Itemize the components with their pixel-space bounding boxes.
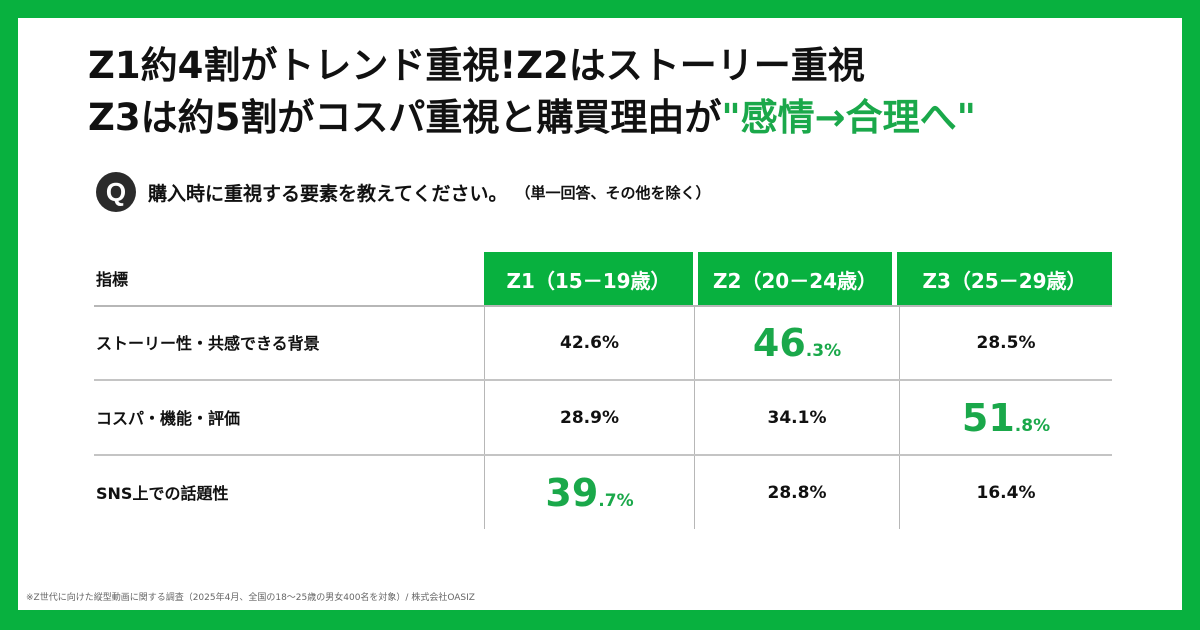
- question: Q 購入時に重視する要素を教えてください。 （単一回答、その他を除く）: [96, 172, 711, 212]
- value-cell: 28.9%: [484, 381, 694, 454]
- highlighted-value-cell: 46.3%: [694, 306, 899, 379]
- headline: Z1約4割がトレンド重視!Z2はストーリー重視 Z3は約5割がコスパ重視と購買理…: [88, 40, 976, 144]
- value-cell: 34.1%: [694, 381, 899, 454]
- value-integer: 39: [545, 470, 599, 515]
- value-decimal: .3%: [805, 340, 842, 361]
- value-integer: 46: [752, 320, 806, 365]
- highlighted-value-cell: 51.8%: [899, 381, 1112, 454]
- footnote: ※Z世代に向けた縦型動画に関する調査（2025年4月、全国の18～25歳の男女4…: [26, 593, 475, 603]
- q-badge-icon: Q: [96, 172, 136, 212]
- headline-line-1: Z1約4割がトレンド重視!Z2はストーリー重視: [88, 44, 865, 87]
- headline-line-2: Z3は約5割がコスパ重視と購買理由が"感情→合理へ": [88, 92, 976, 144]
- column-header-z3: Z3（25－29歳）: [897, 252, 1112, 306]
- header-label: 指標: [96, 270, 129, 289]
- table-row: ストーリー性・共感できる背景 42.6% 46.3% 28.5%: [94, 306, 1112, 381]
- value-cell: 28.8%: [694, 456, 899, 529]
- column-header-z1: Z1（15－19歳）: [484, 252, 693, 306]
- highlighted-value-cell: 39.7%: [484, 456, 694, 529]
- card: [18, 18, 1182, 610]
- row-label: ストーリー性・共感できる背景: [96, 334, 320, 353]
- table-header-row: 指標 Z1（15－19歳） Z2（20－24歳） Z3（25－29歳）: [94, 250, 1112, 307]
- headline-line-2-prefix: Z3は約5割がコスパ重視と購買理由が: [88, 96, 722, 139]
- row-label: SNS上での話題性: [96, 484, 229, 503]
- row-label: コスパ・機能・評価: [96, 409, 241, 428]
- question-text: 購入時に重視する要素を教えてください。: [148, 182, 508, 205]
- value-decimal: .8%: [1014, 415, 1051, 436]
- column-header-z2: Z2（20－24歳）: [698, 252, 892, 306]
- table-row: SNS上での話題性 39.7% 28.8% 16.4%: [94, 456, 1112, 529]
- value-decimal: .7%: [598, 490, 634, 511]
- table-row: コスパ・機能・評価 28.9% 34.1% 51.8%: [94, 381, 1112, 456]
- results-table: 指標 Z1（15－19歳） Z2（20－24歳） Z3（25－29歳） ストーリ…: [94, 250, 1112, 529]
- value-integer: 51: [961, 395, 1015, 440]
- value-cell: 16.4%: [899, 456, 1112, 529]
- question-note: （単一回答、その他を除く）: [515, 183, 711, 202]
- value-cell: 28.5%: [899, 306, 1112, 379]
- value-cell: 42.6%: [484, 306, 694, 379]
- header-divider: [94, 305, 1112, 307]
- headline-line-2-accent: "感情→合理へ": [721, 96, 976, 139]
